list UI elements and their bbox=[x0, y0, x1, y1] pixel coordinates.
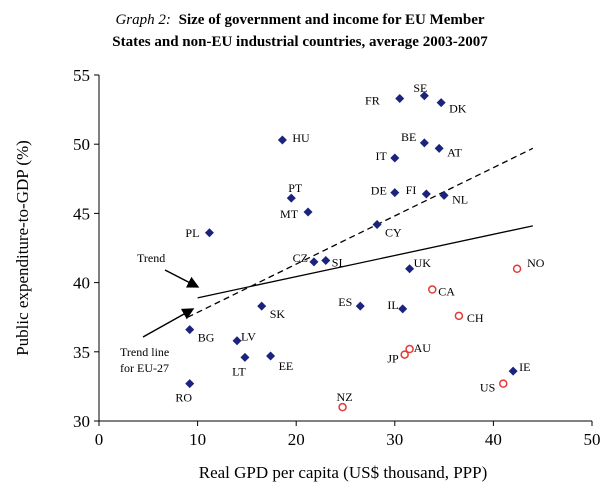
point-label: FI bbox=[406, 183, 417, 197]
point bbox=[355, 301, 365, 311]
point-label: LT bbox=[232, 364, 246, 378]
point bbox=[277, 135, 287, 145]
point bbox=[303, 207, 313, 217]
x-tick-label: 0 bbox=[95, 430, 104, 449]
point-label: CA bbox=[438, 285, 455, 299]
point-label: LV bbox=[241, 330, 256, 344]
point bbox=[419, 138, 429, 148]
point bbox=[390, 153, 400, 163]
y-tick-label: 40 bbox=[73, 274, 90, 293]
point-label: US bbox=[480, 381, 495, 395]
point-label: BG bbox=[198, 331, 215, 345]
x-tick-label: 30 bbox=[386, 430, 403, 449]
point-label: UK bbox=[414, 256, 432, 270]
point bbox=[400, 350, 409, 359]
point-label: BE bbox=[401, 130, 416, 144]
point-label: NZ bbox=[337, 390, 353, 404]
y-tick-label: 50 bbox=[73, 135, 90, 154]
point bbox=[405, 344, 414, 354]
point-label: IT bbox=[375, 149, 387, 163]
point bbox=[266, 351, 276, 361]
annotation: Trend line bbox=[120, 345, 169, 359]
point-label: SK bbox=[270, 307, 286, 321]
point bbox=[257, 301, 267, 311]
point bbox=[499, 379, 508, 388]
y-tick-label: 30 bbox=[73, 412, 90, 431]
point bbox=[398, 304, 408, 314]
trend-line bbox=[187, 147, 534, 318]
point-label: DE bbox=[371, 184, 387, 198]
point-label: SI bbox=[332, 255, 343, 269]
point bbox=[395, 94, 405, 104]
point bbox=[405, 264, 415, 274]
point-label: AT bbox=[447, 145, 462, 159]
point-label: NL bbox=[452, 192, 468, 206]
trend-line bbox=[197, 225, 533, 299]
point bbox=[232, 336, 242, 346]
arrow bbox=[142, 308, 195, 338]
point bbox=[439, 190, 449, 200]
title-prefix: Graph 2: bbox=[115, 12, 170, 28]
point-label: MT bbox=[280, 207, 299, 221]
point bbox=[240, 352, 250, 362]
point-label: FR bbox=[365, 94, 380, 108]
y-axis-label: Public expenditure-to-GDP (%) bbox=[13, 140, 32, 356]
point-label: HU bbox=[292, 131, 310, 145]
arrow bbox=[164, 269, 200, 288]
x-tick-label: 40 bbox=[485, 430, 502, 449]
point bbox=[372, 219, 382, 229]
x-axis-label: Real GPD per capita (US$ thousand, PPP) bbox=[199, 463, 488, 482]
annotation: for EU-27 bbox=[120, 361, 169, 375]
point-label: SE bbox=[413, 81, 427, 95]
point bbox=[428, 285, 437, 294]
point bbox=[185, 379, 195, 389]
point-label: DK bbox=[449, 102, 467, 116]
point bbox=[309, 257, 319, 267]
point bbox=[434, 143, 444, 153]
x-tick-label: 20 bbox=[288, 430, 305, 449]
point bbox=[321, 255, 331, 265]
point-label: NO bbox=[527, 256, 545, 270]
point-label: RO bbox=[175, 391, 192, 405]
title-line: States and non-EU industrial countries, … bbox=[112, 34, 488, 50]
point-label: CZ bbox=[293, 251, 308, 265]
point-label: JP bbox=[387, 352, 399, 366]
point bbox=[454, 311, 464, 321]
x-tick-label: 10 bbox=[189, 430, 206, 449]
point bbox=[338, 402, 347, 412]
point bbox=[185, 325, 195, 335]
point bbox=[286, 193, 296, 203]
y-tick-label: 55 bbox=[73, 66, 90, 85]
point bbox=[421, 189, 431, 199]
x-tick-label: 50 bbox=[584, 430, 601, 449]
point bbox=[436, 98, 446, 108]
point-label: EE bbox=[279, 359, 294, 373]
point-label: ES bbox=[338, 295, 352, 309]
annotation: Trend bbox=[137, 251, 165, 265]
point-label: PL bbox=[185, 226, 199, 240]
chart-title: Graph 2: Size of government and income f… bbox=[115, 12, 484, 28]
point-label: IE bbox=[519, 360, 530, 374]
point bbox=[390, 188, 400, 198]
point bbox=[419, 91, 429, 101]
point-label: PT bbox=[288, 181, 303, 195]
point-label: AU bbox=[414, 341, 432, 355]
point bbox=[512, 264, 522, 274]
point bbox=[508, 366, 518, 376]
point bbox=[204, 228, 214, 238]
point-label: IL bbox=[387, 298, 398, 312]
point-label: CY bbox=[385, 225, 402, 239]
y-tick-label: 45 bbox=[73, 204, 90, 223]
point-label: CH bbox=[467, 311, 484, 325]
title-line: Size of government and income for EU Mem… bbox=[179, 12, 485, 28]
y-tick-label: 35 bbox=[73, 343, 90, 362]
